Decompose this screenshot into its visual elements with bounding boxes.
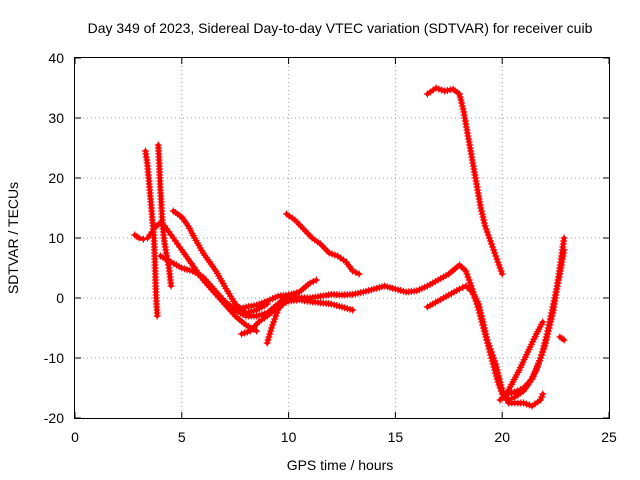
x-tick-label: 15	[388, 429, 404, 445]
series-markers	[423, 84, 506, 278]
x-tick-label: 5	[178, 429, 186, 445]
plus-markers	[423, 84, 506, 278]
plot-frame	[74, 57, 610, 419]
y-tick-label: -20	[44, 410, 64, 426]
chart-title: Day 349 of 2023, Sidereal Day-to-day VTE…	[88, 20, 593, 36]
plus-markers	[131, 231, 147, 243]
series-markers	[131, 231, 147, 243]
data-series-group	[131, 84, 568, 410]
series-markers	[282, 210, 363, 278]
series-track-a	[131, 231, 147, 243]
series-track-j	[282, 210, 363, 278]
y-tick-label: 40	[48, 50, 64, 66]
x-axis-label: GPS time / hours	[287, 457, 394, 473]
y-tick-label: 10	[48, 230, 64, 246]
plus-markers	[141, 147, 161, 320]
series-markers	[141, 147, 161, 320]
x-tick-label: 25	[601, 429, 617, 445]
series-markers	[556, 333, 568, 344]
y-tick-label: 30	[48, 110, 64, 126]
plus-markers	[282, 210, 363, 278]
series-track-n	[505, 246, 568, 398]
y-tick-label: 0	[56, 290, 64, 306]
y-tick-label: 20	[48, 170, 64, 186]
x-tick-label: 20	[494, 429, 510, 445]
axis-ticks: 0 5 10 15 20 25 -20 -10 0 10 20 30 40	[44, 50, 617, 445]
x-tick-label: 0	[71, 429, 79, 445]
y-tick-label: -10	[44, 350, 64, 366]
plus-markers	[505, 246, 568, 398]
plus-markers	[556, 333, 568, 344]
series-markers	[505, 246, 568, 398]
series-track-o	[556, 333, 568, 344]
y-axis-label: SDTVAR / TECUs	[5, 182, 21, 294]
series-track-c	[154, 141, 175, 290]
series-track-l	[423, 84, 506, 278]
x-tick-label: 10	[281, 429, 297, 445]
